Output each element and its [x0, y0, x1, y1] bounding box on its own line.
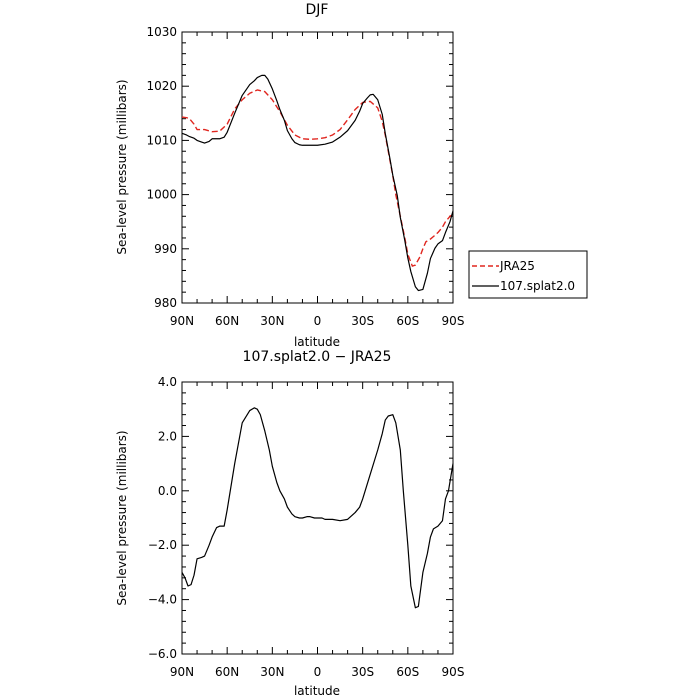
y-tick-label: 1010	[146, 133, 177, 147]
y-tick-label: 980	[154, 296, 177, 310]
y-tick-label: −6.0	[148, 647, 177, 661]
x-tick-label: 90S	[442, 314, 465, 328]
x-tick-label: 30N	[260, 665, 284, 679]
chart-top-lines	[181, 74, 454, 292]
chart-top-xlabel: latitude	[294, 335, 340, 349]
y-tick-label: 1020	[146, 79, 177, 93]
x-tick-label: 60S	[396, 665, 419, 679]
chart-bottom-ylabel: Sea-level pressure (millibars)	[115, 430, 129, 605]
y-tick-label: 1000	[146, 188, 177, 202]
legend-frame	[468, 250, 588, 299]
y-tick-label: 1030	[146, 25, 177, 39]
chart-top-ylabel: Sea-level pressure (millibars)	[115, 79, 129, 254]
x-tick-label: 60N	[215, 665, 239, 679]
chart-top: DJF 90N 60N 30N 0 30S 60S 90S 980 990 1000 1010 102…	[115, 2, 588, 349]
y-tick-label: −2.0	[148, 538, 177, 552]
chart-bottom: 107.splat2.0 − JRA25 90N 60N 30N 0 30S 60S 90S…	[115, 349, 464, 698]
x-tick-label: 60S	[396, 314, 419, 328]
x-tick-label: 0	[314, 314, 322, 328]
series-line-top-1	[181, 74, 454, 292]
chart-bottom-title: 107.splat2.0 − JRA25	[243, 349, 392, 365]
legend-label-jra25: JRA25	[499, 259, 535, 273]
chart-bottom-ticks: 90N 60N 30N 0 30S 60S 90S −6.0 −4.0 −2.0 0.0 2.0 4.0	[148, 375, 465, 679]
x-tick-label: 30S	[351, 665, 374, 679]
chart-bottom-lines	[181, 407, 454, 609]
chart-top-title: DJF	[306, 2, 329, 18]
x-tick-label: 90N	[170, 314, 194, 328]
y-tick-label: 990	[154, 242, 177, 256]
chart-bottom-xlabel: latitude	[294, 684, 340, 698]
x-tick-label: 0	[314, 665, 322, 679]
x-tick-label: 90S	[442, 665, 465, 679]
series-line-top-0	[181, 89, 454, 267]
chart-top-plot-frame	[181, 31, 454, 304]
x-tick-label: 90N	[170, 665, 194, 679]
y-tick-label: 2.0	[158, 429, 177, 443]
chart-top-legend: JRA25 107.splat2.0	[468, 250, 588, 299]
x-tick-label: 30N	[260, 314, 284, 328]
y-tick-label: 4.0	[158, 375, 177, 389]
x-tick-label: 60N	[215, 314, 239, 328]
chart-top-ticks: 90N 60N 30N 0 30S 60S 90S 980 990 1000 1010 1020 103…	[146, 25, 464, 328]
y-tick-label: 0.0	[158, 484, 177, 498]
legend-label-splat: 107.splat2.0	[500, 279, 575, 293]
x-tick-label: 30S	[351, 314, 374, 328]
series-line-bottom-0	[181, 407, 454, 609]
y-tick-label: −4.0	[148, 593, 177, 607]
